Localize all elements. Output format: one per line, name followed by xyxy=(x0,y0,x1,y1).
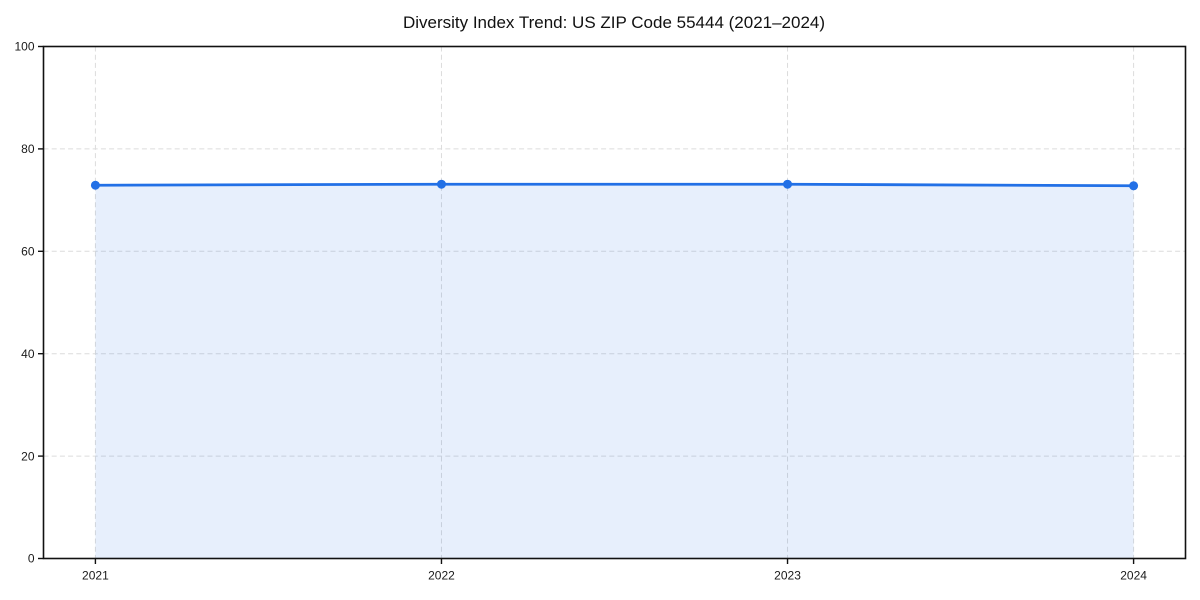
data-point-markers xyxy=(90,179,1139,191)
x-tick-label: 2021 xyxy=(82,569,109,583)
area-series xyxy=(95,184,1134,559)
y-tick-label: 80 xyxy=(21,142,35,156)
y-tick-label: 0 xyxy=(28,552,35,566)
x-tick-label: 2023 xyxy=(774,569,801,583)
line-series xyxy=(94,182,1135,188)
axis-ticks xyxy=(38,45,1135,564)
x-tick-label: 2022 xyxy=(428,569,455,583)
y-tick-label: 40 xyxy=(21,347,35,361)
y-tick-label: 100 xyxy=(14,40,34,54)
axes-frame xyxy=(42,45,1187,560)
axis-tick-labels: 0 20 40 60 80 100 2021 2022 2023 2024 xyxy=(14,40,1147,583)
chart-title: Diversity Index Trend: US ZIP Code 55444… xyxy=(403,13,825,32)
x-tick-label: 2024 xyxy=(1120,569,1147,583)
y-tick-label: 20 xyxy=(21,449,35,463)
y-tick-label: 60 xyxy=(21,245,35,259)
